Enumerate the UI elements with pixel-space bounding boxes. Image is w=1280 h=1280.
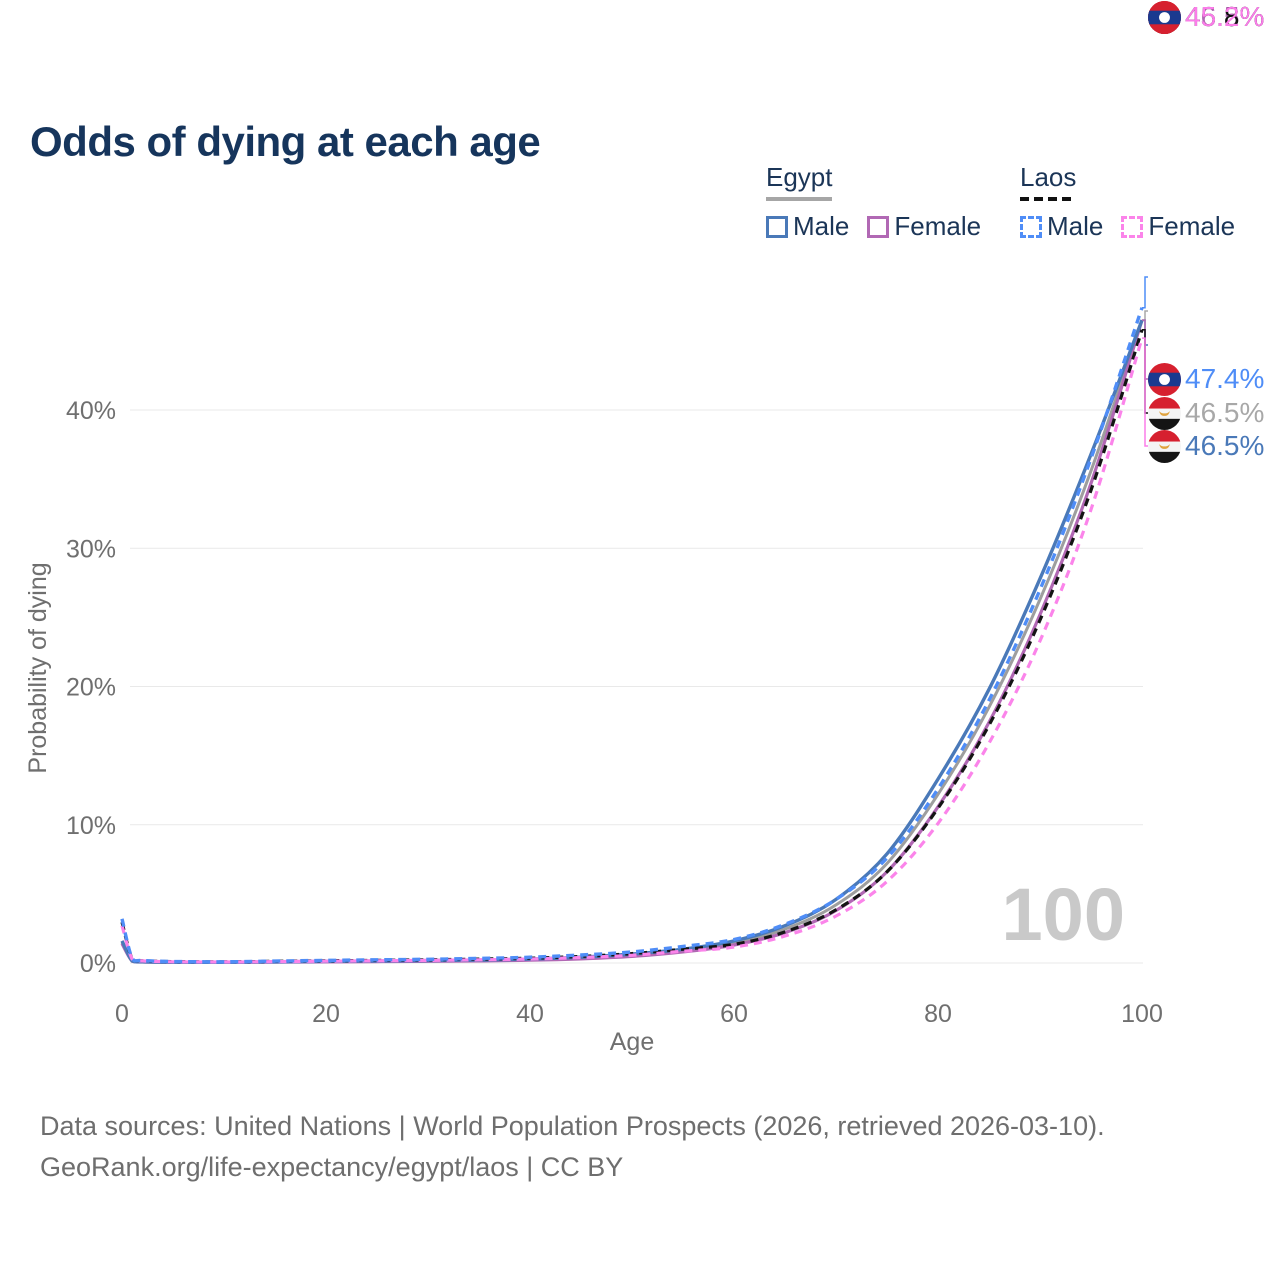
end-label-laos-female: 45.2% (1148, 0, 1264, 34)
end-label-egypt-male: 46.5% (1148, 429, 1264, 463)
end-value: 46.5% (1185, 430, 1265, 461)
leader-line (1142, 337, 1148, 447)
x-tick-label: 60 (720, 1000, 748, 1028)
series-line-laos_male (120, 307, 1144, 964)
series-line-egypt_both (120, 319, 1144, 964)
end-value: 46.5% (1185, 397, 1265, 428)
x-tick-label: 20 (312, 1000, 340, 1028)
x-tick-label: 100 (1121, 1000, 1163, 1028)
y-axis-title: Probability of dying (24, 562, 52, 773)
x-axis-title: Age (610, 1028, 654, 1056)
legend-label: Male (793, 211, 850, 241)
data-sources-line: Data sources: United Nations | World Pop… (40, 1111, 1105, 1141)
age-counter-watermark: 100 (1001, 873, 1125, 956)
leader-line (1142, 310, 1148, 321)
end-value: 46.5% (1185, 1, 1265, 32)
x-tick-label: 40 (516, 1000, 544, 1028)
egypt-female-swatch-icon (867, 215, 890, 238)
legend-item-egypt-male[interactable]: Male (766, 211, 849, 242)
series-line-laos_female (120, 337, 1144, 964)
x-tick-label: 80 (924, 1000, 952, 1028)
legend-item-egypt-female[interactable]: Female (867, 211, 981, 242)
egypt-flag-icon (1148, 396, 1181, 430)
legend-line-style-laos (1020, 197, 1076, 201)
y-tick-label: 40% (66, 397, 116, 425)
end-label-laos-male: 47.4% (1148, 362, 1264, 396)
end-value: 45.8% (1185, 1, 1265, 32)
laos-male-swatch-icon (1020, 215, 1042, 238)
end-label-egypt-both: 46.5% (1148, 396, 1264, 430)
legend-line-style-egypt (766, 197, 832, 201)
egypt-male-swatch-icon (766, 215, 788, 238)
footer: Data sources: United Nations | World Pop… (40, 1106, 1105, 1188)
legend-header-laos: Laos (1020, 162, 1077, 192)
legend-group-laos: Laos Male Female (1020, 162, 1235, 242)
y-tick-label: 10% (66, 812, 116, 840)
series-line-egypt_male (120, 319, 1144, 965)
leader-line (1142, 276, 1148, 309)
attribution-line: GeoRank.org/life-expectancy/egypt/laos |… (40, 1152, 624, 1182)
y-tick-label: 0% (80, 950, 116, 978)
series-line-egypt_female (120, 319, 1144, 965)
legend-group-egypt: Egypt Male Female (766, 162, 981, 242)
laos-female-swatch-icon (1121, 215, 1144, 238)
egypt-flag-icon (1148, 429, 1181, 463)
y-tick-label: 20% (66, 674, 116, 702)
end-value: 47.4% (1185, 363, 1265, 394)
laos-flag-icon (1148, 362, 1181, 396)
end-value: 45.2% (1185, 1, 1265, 32)
legend-item-laos-male[interactable]: Male (1020, 211, 1103, 242)
legend-header-egypt: Egypt (766, 162, 833, 192)
laos-flag-icon (1148, 0, 1181, 34)
legend-label: Female (894, 211, 982, 241)
page-title: Odds of dying at each age (30, 118, 541, 166)
series-line-laos_both (120, 329, 1144, 964)
legend-item-laos-female[interactable]: Female (1121, 211, 1235, 242)
x-tick-label: 0 (115, 1000, 129, 1028)
legend-label: Female (1148, 211, 1236, 241)
y-tick-label: 30% (66, 535, 116, 563)
legend-label: Male (1047, 211, 1104, 241)
